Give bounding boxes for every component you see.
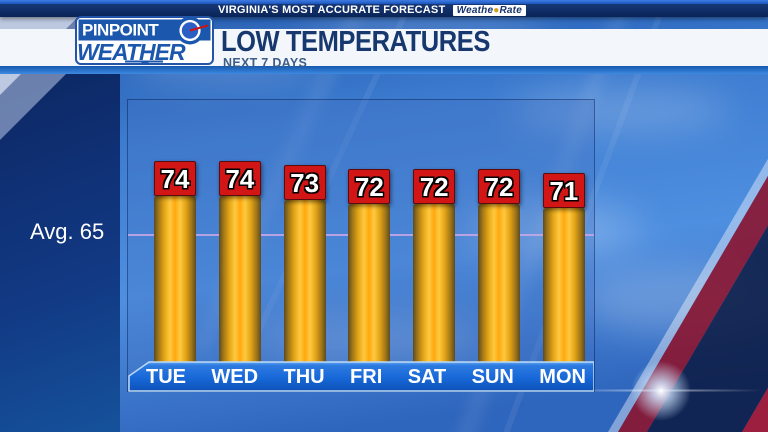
svg-text:PINPOINT: PINPOINT xyxy=(82,21,159,40)
